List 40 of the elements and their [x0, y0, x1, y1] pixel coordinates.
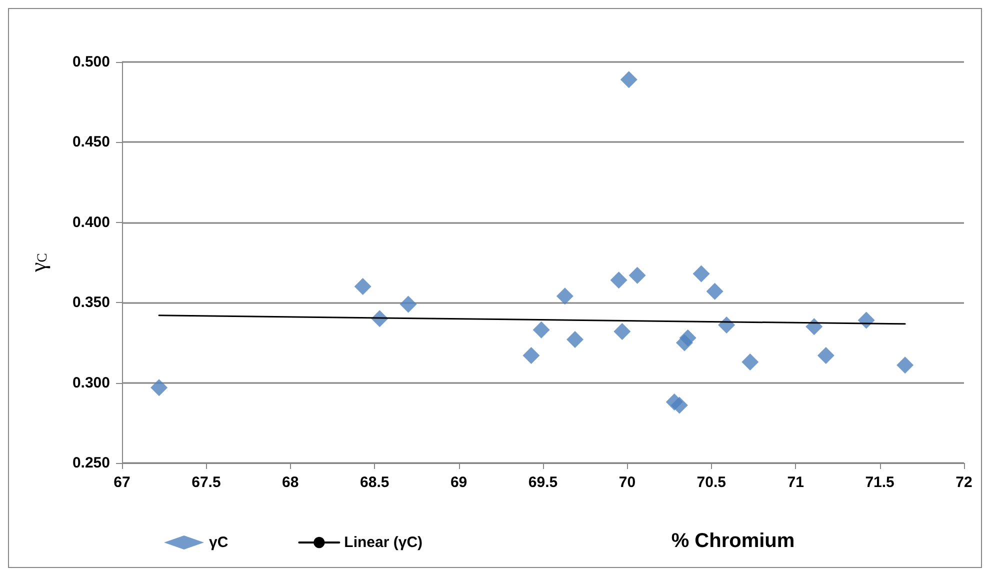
point [742, 353, 759, 370]
y-tick-label: 0.300 [72, 374, 110, 392]
x-tick-label: 70 [618, 474, 636, 491]
x-tick-label: 68 [282, 474, 299, 491]
point [628, 266, 646, 284]
y-tick-label: 0.250 [72, 454, 110, 472]
x-tick-label: 70.5 [696, 474, 726, 491]
point [806, 318, 823, 336]
point [400, 296, 417, 313]
point [896, 356, 914, 374]
point [532, 321, 550, 338]
x-tick-label: 71.5 [865, 474, 894, 491]
point [566, 330, 584, 348]
legend-label: Linear (γC) [344, 534, 423, 551]
point [670, 396, 688, 414]
point [556, 288, 574, 305]
point [610, 272, 628, 289]
y-axis-title: γC [26, 252, 50, 274]
y-tick-label: 0.350 [72, 294, 110, 312]
y-tick-label: 0.400 [72, 214, 110, 231]
point [354, 278, 372, 296]
point [150, 379, 168, 396]
point [614, 322, 631, 340]
x-tick-label: 67 [114, 474, 130, 491]
x-axis-title: % Chromium [671, 530, 795, 552]
x-tick-label: 69.5 [528, 474, 558, 491]
point [522, 347, 540, 364]
point [692, 265, 710, 282]
x-tick-label: 68.5 [360, 474, 390, 491]
x-tick-label: 69 [450, 474, 468, 491]
legend-label: γC [209, 534, 228, 551]
point [620, 71, 638, 88]
y-tick-label: 0.450 [72, 134, 110, 151]
x-tick-label: 72 [956, 474, 972, 491]
y-tick-label: 0.500 [72, 54, 110, 70]
point [679, 329, 696, 346]
x-tick-label: 67.5 [192, 474, 221, 491]
x-tick-label: 71 [787, 474, 804, 491]
point [817, 347, 834, 364]
point [706, 282, 724, 300]
